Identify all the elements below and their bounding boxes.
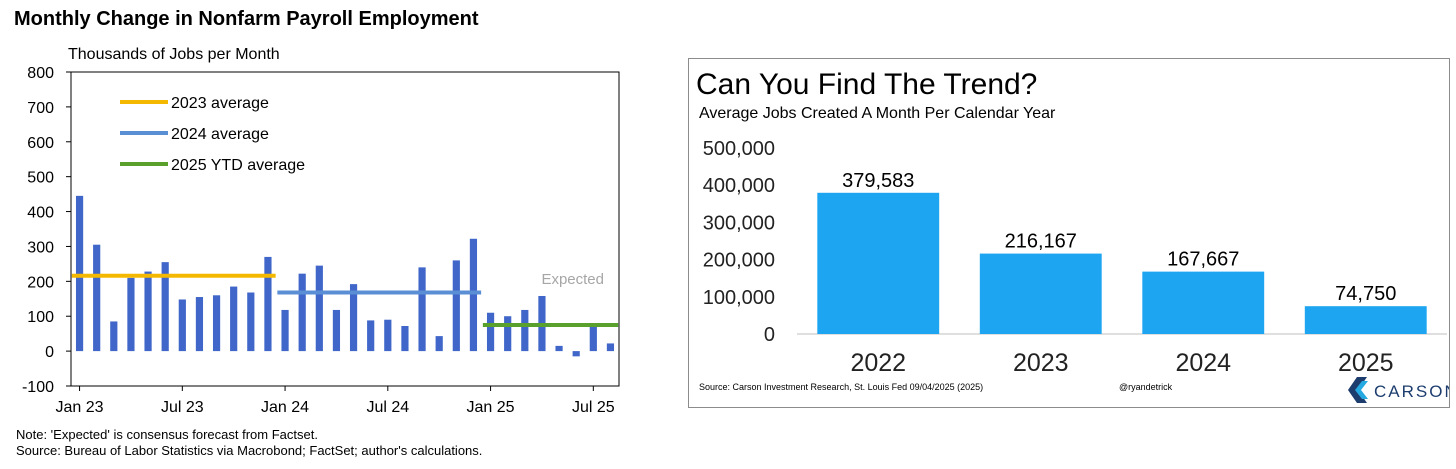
left-source: Source: Bureau of Labor Statistics via M… [16,443,483,458]
left-bar-jun-23 [161,262,169,352]
carson-logo: CARSON [1348,377,1456,403]
left-bar-mar-24 [315,265,323,352]
right-category-label: 2024 [1175,349,1231,377]
right-bar-value-label: 379,583 [842,170,914,192]
left-bar-jan-25 [486,312,495,352]
right-bars: 379,583 2022 216,167 2023 167,667 2024 74,750 2… [817,170,1427,377]
left-bar-aug-24 [401,325,409,352]
left-bar-nov-24 [452,260,460,352]
left-bar-jun-24 [367,320,375,352]
left-chart-title: Monthly Change in Nonfarm Payroll Employ… [14,8,479,30]
left-y-tick-label: 300 [27,239,54,256]
nonfarm-payroll-chart: Monthly Change in Nonfarm Payroll Employ… [0,0,640,469]
left-y-tick-label: 200 [27,274,54,291]
left-bar-jun-25 [572,351,580,357]
left-bar-feb-24 [298,273,306,352]
right-bar-value-label: 74,750 [1335,283,1396,305]
left-bar-nov-23 [247,292,255,352]
left-bar-may-23 [144,271,152,352]
left-plot-frame [70,71,620,387]
left-bar-jul-24 [384,319,392,352]
left-bar-dec-24 [469,238,478,352]
legend-label-0: 2023 average [171,95,269,112]
trend-chart-svg: Can You Find The Trend? Average Jobs Cre… [696,68,1456,403]
left-x-tick-label: Jan 23 [56,399,104,416]
left-bar-oct-23 [230,286,238,352]
left-y-ticks: -100 0 100 200 300 400 500 600 700 800 [22,65,71,396]
left-bar-aug-23 [195,297,204,352]
right-bar-value-label: 216,167 [1005,231,1077,253]
left-bar-jul-23 [178,299,186,352]
left-bar-dec-23 [264,256,272,352]
right-bar-value-label: 167,667 [1167,249,1239,271]
left-note: Note: 'Expected' is consensus forecast f… [16,427,318,442]
left-bar-mar-25 [521,309,529,352]
left-average-lines [71,273,619,327]
right-category-label: 2022 [850,349,906,377]
carson-logo-text: CARSON [1374,382,1449,401]
right-y-tick-label: 300,000 [703,212,775,234]
left-bar-may-25 [555,345,563,352]
legend-label-2: 2025 YTD average [171,157,305,174]
left-bar-feb-23 [93,244,101,352]
left-x-ticks: Jan 23 Jul 23 Jan 24 Jul 24 Jan 25 Jul 25 [56,386,615,416]
left-bar-jan-23 [75,195,84,352]
right-y-tick-label: 100,000 [703,287,775,309]
left-y-tick-label: 400 [27,205,54,222]
left-bars [75,195,615,357]
right-y-tick-label: 400,000 [703,175,775,197]
left-y-tick-label: 700 [27,100,54,117]
left-x-tick-label: Jul 25 [572,399,615,416]
left-bar-sep-24 [418,267,426,352]
right-y-ticks: 0 100,000 200,000 300,000 400,000 500,000 [703,138,775,346]
left-bar-sep-23 [212,295,221,352]
left-y-tick-label: 600 [27,135,54,152]
trend-chart: Can You Find The Trend? Average Jobs Cre… [688,58,1456,408]
left-bar-jan-24 [281,309,289,352]
left-x-tick-label: Jan 24 [261,399,309,416]
left-bar-mar-23 [110,321,118,352]
left-legend: 2023 average 2024 average 2025 YTD average [120,95,305,174]
right-bar-2024 [1142,271,1265,334]
carson-logo-mark-light [1355,381,1368,399]
left-y-axis-label: Thousands of Jobs per Month [68,46,280,63]
left-y-tick-label: 500 [27,170,54,187]
right-source: Source: Carson Investment Research, St. … [699,382,983,392]
left-bar-apr-24 [332,309,341,352]
left-bar-may-24 [349,284,358,352]
right-y-tick-label: 200,000 [703,250,775,272]
left-y-tick-label: 800 [27,65,54,82]
left-bar-feb-25 [504,316,512,352]
left-y-tick-label: 100 [27,309,54,326]
right-y-tick-label: 500,000 [703,138,775,160]
left-bar-oct-24 [435,336,443,352]
left-bar-apr-23 [127,277,135,352]
left-x-tick-label: Jul 24 [366,399,409,416]
left-x-tick-label: Jan 25 [467,399,515,416]
right-category-label: 2023 [1013,349,1069,377]
right-handle: @ryandetrick [1119,382,1173,392]
nonfarm-payroll-svg: Monthly Change in Nonfarm Payroll Employ… [14,8,620,416]
left-y-tick-label: -100 [22,379,54,396]
right-chart-subtitle: Average Jobs Created A Month Per Calenda… [699,105,1056,122]
left-y-tick-label: 0 [45,344,54,361]
expected-label: Expected [541,271,604,288]
right-bar-2025 [1304,306,1427,334]
left-x-tick-label: Jul 23 [161,399,204,416]
right-y-tick-label: 0 [764,324,775,346]
right-chart-title: Can You Find The Trend? [696,68,1037,101]
left-bar-jul-25 [589,325,597,352]
right-bar-2022 [817,192,940,334]
right-category-label: 2025 [1338,349,1394,377]
left-bar-aug-25 [606,343,615,352]
right-bar-2023 [979,253,1102,334]
legend-label-1: 2024 average [171,126,269,143]
